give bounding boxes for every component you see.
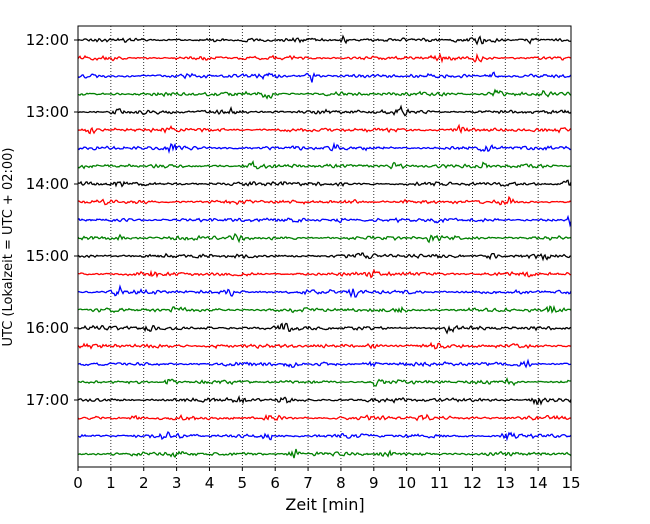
trace-1500 bbox=[77, 252, 572, 262]
trace-1745 bbox=[77, 448, 572, 459]
x-tick-label-9: 9 bbox=[369, 474, 379, 492]
trace-1300 bbox=[77, 104, 572, 117]
trace-1230 bbox=[77, 71, 572, 83]
y-tick-label-14:00: 14:00 bbox=[26, 175, 69, 193]
y-tick-label-17:00: 17:00 bbox=[26, 391, 69, 409]
y-axis-label: UTC (Lokalzeit = UTC + 02:00) bbox=[1, 148, 16, 347]
seismic-traces bbox=[77, 34, 572, 459]
x-tick-label-4: 4 bbox=[205, 474, 215, 492]
trace-1515 bbox=[77, 268, 572, 279]
trace-1400 bbox=[77, 179, 572, 188]
trace-1445 bbox=[77, 232, 572, 244]
x-tick-label-15: 15 bbox=[561, 474, 580, 492]
x-tick-label-3: 3 bbox=[172, 474, 182, 492]
x-tick-label-0: 0 bbox=[73, 474, 83, 492]
x-tick-label-6: 6 bbox=[270, 474, 280, 492]
x-tick-label-7: 7 bbox=[303, 474, 313, 492]
trace-1215 bbox=[77, 52, 572, 64]
trace-1700 bbox=[77, 394, 572, 406]
trace-1530 bbox=[77, 284, 572, 299]
x-tick-label-14: 14 bbox=[529, 474, 548, 492]
y-tick-label-15:00: 15:00 bbox=[26, 247, 69, 265]
trace-1545 bbox=[77, 304, 572, 314]
x-tick-label-12: 12 bbox=[463, 474, 482, 492]
x-tick-label-1: 1 bbox=[106, 474, 116, 492]
y-tick-label-12:00: 12:00 bbox=[26, 31, 69, 49]
trace-1730 bbox=[77, 431, 572, 442]
trace-1600 bbox=[77, 322, 572, 335]
x-tick-label-10: 10 bbox=[397, 474, 416, 492]
x-tick-label-11: 11 bbox=[430, 474, 449, 492]
trace-1330 bbox=[77, 141, 572, 154]
x-axis-ticks: 0 1 2 3 4 5 6 7 8 9 10 11 12 13 14 15 bbox=[73, 467, 581, 492]
x-tick-label-2: 2 bbox=[139, 474, 149, 492]
trace-1715 bbox=[77, 413, 572, 422]
trace-1615 bbox=[77, 341, 572, 350]
trace-1645 bbox=[77, 377, 572, 387]
trace-1345 bbox=[77, 160, 572, 170]
x-tick-label-5: 5 bbox=[238, 474, 248, 492]
trace-1315 bbox=[77, 123, 572, 135]
trace-1630 bbox=[77, 358, 572, 369]
x-axis-label: Zeit [min] bbox=[285, 495, 364, 514]
plot-frame bbox=[77, 25, 572, 468]
trace-1430 bbox=[77, 214, 572, 228]
trace-1200 bbox=[77, 34, 572, 46]
y-axis-ticks: 12:00 13:00 14:00 15:00 16:00 17:00 bbox=[26, 31, 78, 409]
x-tick-label-13: 13 bbox=[496, 474, 515, 492]
y-tick-label-13:00: 13:00 bbox=[26, 103, 69, 121]
trace-1415 bbox=[77, 195, 572, 206]
x-tick-label-8: 8 bbox=[336, 474, 346, 492]
y-tick-label-16:00: 16:00 bbox=[26, 319, 69, 337]
trace-1245 bbox=[77, 88, 572, 100]
